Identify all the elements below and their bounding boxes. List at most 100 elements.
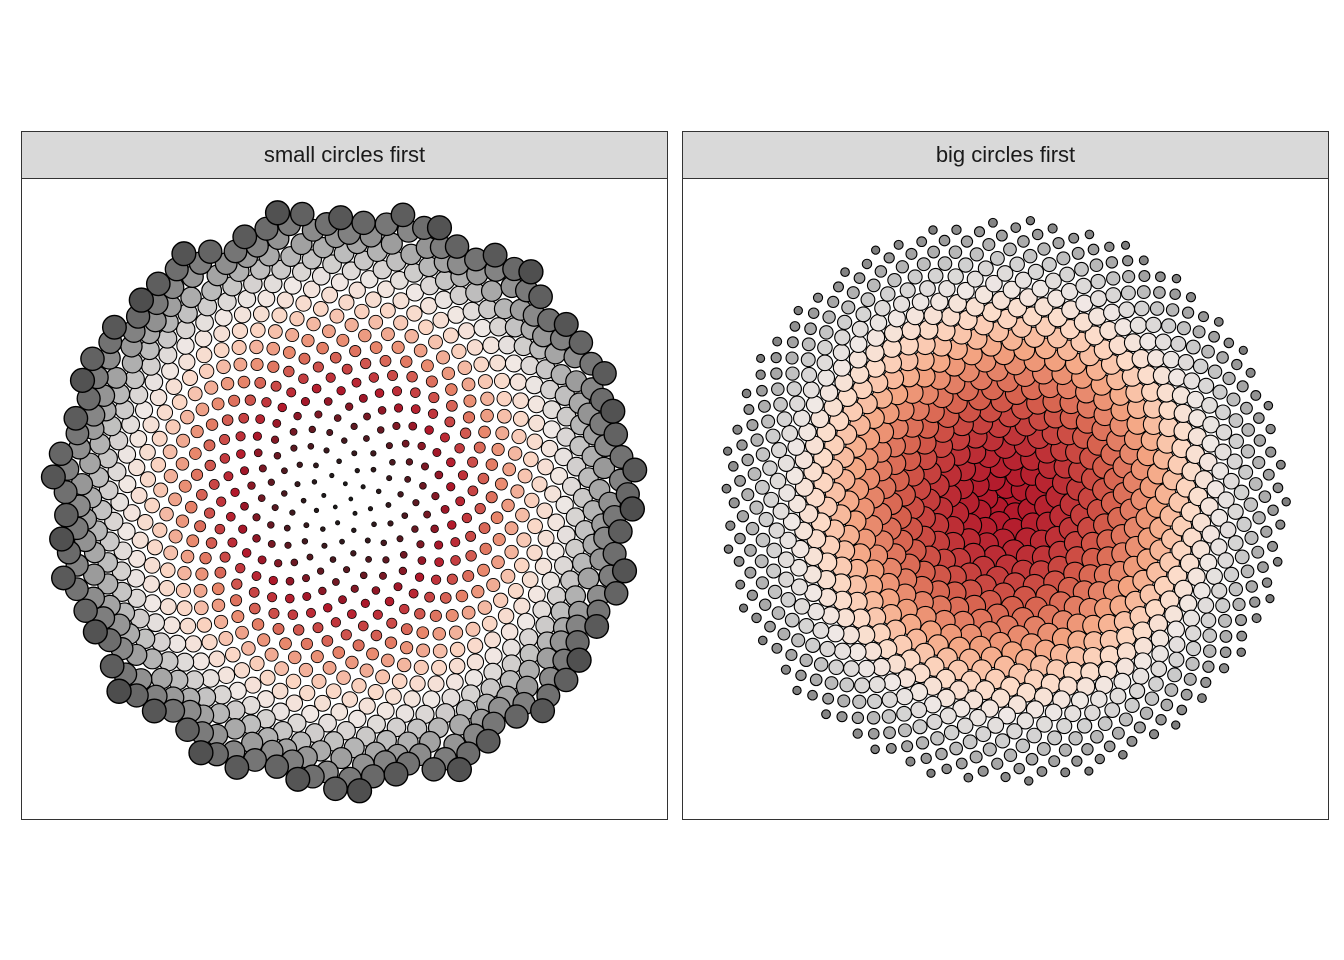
circle-point (369, 341, 383, 354)
circle-point (1267, 540, 1279, 552)
circle-point (826, 624, 845, 643)
circle-point (738, 603, 749, 613)
circle-point (272, 622, 285, 635)
circle-point (455, 496, 466, 507)
circle-point (196, 489, 208, 501)
circle-point (272, 419, 282, 428)
circle-point (1075, 277, 1092, 295)
circle-point (259, 669, 276, 686)
circle-point (510, 484, 525, 499)
circle-point (1118, 301, 1136, 319)
circle-point (540, 439, 559, 458)
circle-point (855, 306, 872, 323)
circle-point (302, 574, 311, 583)
circle-point (389, 458, 396, 466)
circle-point (270, 380, 282, 392)
circle-point (1164, 683, 1179, 697)
circle-point (186, 534, 200, 548)
circle-point (165, 419, 181, 435)
circle-point (1153, 286, 1166, 299)
circle-point (432, 627, 446, 641)
circle-point (1041, 256, 1057, 273)
circle-point (300, 397, 310, 407)
circle-point (332, 504, 338, 510)
circle-point (905, 756, 916, 767)
circle-point (1059, 266, 1076, 283)
circle-point (424, 425, 434, 435)
circle-point (162, 444, 178, 460)
circle-point (1139, 332, 1158, 351)
circle-point (1056, 718, 1073, 735)
circle-point (741, 388, 752, 399)
circle-point (371, 521, 377, 528)
circle-point (780, 664, 792, 675)
circle-point (786, 336, 799, 349)
circle-point (1009, 256, 1025, 273)
circle-point (276, 291, 294, 309)
circle-point (350, 550, 357, 557)
circle-point (285, 576, 295, 586)
circle-point (365, 291, 382, 308)
circle-point (182, 369, 199, 386)
circle-point (204, 507, 216, 519)
circle-point (1257, 561, 1269, 573)
circle-point (776, 411, 793, 428)
circle-point (956, 281, 975, 300)
circle-point (991, 757, 1004, 770)
circle-point (496, 408, 512, 424)
circle-point (375, 488, 382, 495)
circle-point (1211, 462, 1230, 480)
circle-point (454, 443, 465, 454)
circle-point (1182, 609, 1201, 628)
circle-point (743, 404, 755, 415)
circle-point (252, 513, 261, 522)
circle-point (1181, 306, 1195, 319)
circle-point (1120, 285, 1136, 301)
circle-point (300, 637, 314, 651)
circle-point (293, 411, 302, 421)
circle-point (393, 403, 404, 413)
circle-point (332, 578, 340, 586)
circle-point (390, 202, 416, 228)
circle-point (741, 453, 755, 467)
circle-point (213, 325, 231, 343)
circle-point (446, 399, 458, 412)
circle-point (481, 615, 498, 632)
circle-point (236, 449, 246, 459)
circle-point (728, 461, 739, 472)
circle-point (220, 376, 235, 391)
circle-point (816, 354, 834, 372)
circle-point (1089, 290, 1108, 308)
circle-point (363, 435, 370, 442)
circle-point (607, 519, 633, 544)
circle-point (478, 425, 491, 439)
circle-point (395, 704, 415, 723)
circle-point (974, 285, 994, 305)
circle-point (313, 462, 319, 469)
circle-point (807, 307, 820, 319)
circle-point (793, 598, 811, 615)
circle-point (168, 492, 182, 507)
circle-point (180, 409, 195, 425)
circle-point (330, 703, 349, 721)
circle-point (1176, 704, 1188, 716)
circle-point (336, 386, 346, 396)
circle-point (494, 477, 508, 491)
circle-point (231, 322, 249, 339)
circle-point (779, 531, 797, 550)
circle-point (475, 728, 501, 754)
circle-point (117, 522, 136, 541)
circle-point (429, 609, 442, 622)
circle-point (1275, 519, 1286, 530)
circle-point (603, 422, 629, 447)
circle-point (40, 464, 66, 490)
circle-point (230, 487, 240, 498)
circle-point (973, 226, 986, 238)
circle-point (757, 635, 768, 646)
circle-point (1226, 453, 1243, 470)
circle-point (1210, 538, 1228, 556)
circle-point (795, 669, 807, 682)
circle-point (839, 677, 855, 693)
circle-point (1245, 367, 1256, 378)
circle-point (400, 641, 414, 655)
